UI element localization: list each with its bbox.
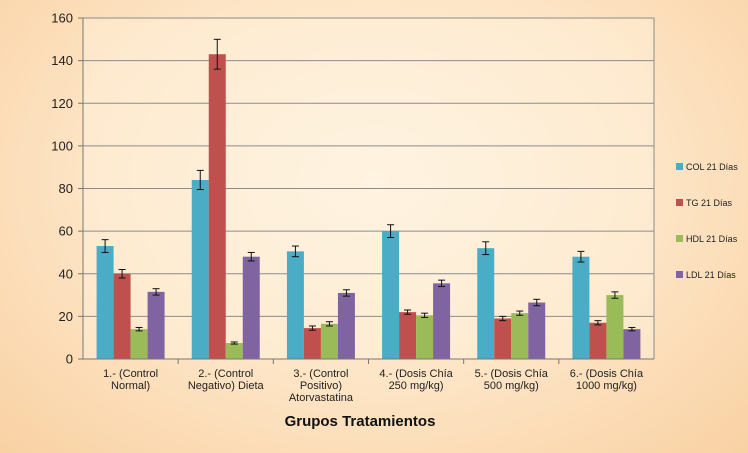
bar: [286, 251, 304, 359]
y-tick-label: 120: [51, 96, 73, 111]
legend-swatch: [676, 235, 683, 242]
x-tick-label-line: 5.- (Dosis Chía: [475, 368, 549, 380]
legend-label: LDL 21 Días: [686, 270, 736, 280]
bar: [130, 329, 148, 359]
legend-swatch: [676, 199, 683, 206]
y-tick-label: 40: [59, 266, 73, 281]
bars: [96, 54, 641, 359]
bar: [147, 291, 165, 359]
bar: [382, 231, 400, 359]
y-tick-label: 80: [59, 181, 73, 196]
legend-swatch: [676, 163, 683, 170]
bar: [242, 256, 260, 359]
x-tick-label: 4.- (Dosis Chía 250 mg/kg): [379, 368, 453, 392]
y-tick-label: 60: [59, 224, 73, 239]
x-tick-label: 1.- (Control Normal): [103, 368, 158, 392]
bar: [337, 292, 355, 359]
bar: [528, 302, 546, 359]
axes: 0 20 40 60 80 100 120 140 160 1.- (Control Normal)…: [51, 11, 654, 404]
x-tick-label-line: 4.- (Dosis Chía: [379, 368, 453, 380]
bar: [96, 246, 114, 359]
y-tick-label: 140: [51, 53, 73, 68]
bar: [320, 323, 338, 359]
x-tick-label-line: 1000 mg/kg): [576, 380, 637, 392]
bar: [589, 322, 607, 359]
x-tick-label-line: Positivo): [300, 380, 342, 392]
bar: [191, 179, 209, 359]
legend: COL 21 Días TG 21 Días HDL 21 Días LDL 21 D…: [676, 162, 738, 280]
bar: [477, 248, 495, 359]
x-tick-label: 6.- (Dosis Chía 1000 mg/kg): [570, 368, 644, 392]
bar: [113, 273, 131, 359]
bar: [416, 315, 434, 359]
legend-label: HDL 21 Días: [686, 234, 738, 244]
legend-label: TG 21 Días: [686, 198, 733, 208]
bar: [572, 256, 590, 359]
x-tick-label-line: 6.- (Dosis Chía: [570, 368, 644, 380]
x-tick-label: 5.- (Dosis Chía 500 mg/kg): [475, 368, 549, 392]
y-tick-label: 100: [51, 138, 73, 153]
x-tick-label-line: Normal): [111, 380, 150, 392]
bar: [494, 318, 512, 359]
x-tick-label-line: 2.- (Control: [198, 368, 253, 380]
x-tick-label: 3.- (Control Positivo) Atorvastatina: [289, 368, 354, 404]
bar: [225, 343, 243, 359]
y-tick-label: 0: [66, 352, 73, 367]
x-tick-label: 2.- (Control Negativo) Dieta: [188, 368, 265, 392]
bar: [399, 312, 417, 359]
x-tick-label-line: 3.- (Control: [293, 368, 348, 380]
legend-label: COL 21 Días: [686, 162, 738, 172]
y-tick-label: 160: [51, 11, 73, 26]
bar: [623, 329, 641, 359]
x-tick-label-line: Negativo) Dieta: [188, 380, 265, 392]
legend-swatch: [676, 271, 683, 278]
bar: [606, 295, 624, 359]
x-axis-title: Grupos Tratamientos: [285, 413, 436, 430]
bar: [433, 283, 451, 359]
x-tick-label-line: 500 mg/kg): [484, 380, 539, 392]
bar: [511, 313, 529, 359]
error-bars: [101, 38, 636, 345]
x-tick-label-line: 250 mg/kg): [389, 380, 444, 392]
bar: [303, 328, 321, 359]
y-tick-label: 20: [59, 309, 73, 324]
x-tick-label-line: Atorvastatina: [289, 392, 354, 404]
bar: [208, 54, 226, 359]
x-tick-label-line: 1.- (Control: [103, 368, 158, 380]
gridlines: [83, 17, 655, 359]
